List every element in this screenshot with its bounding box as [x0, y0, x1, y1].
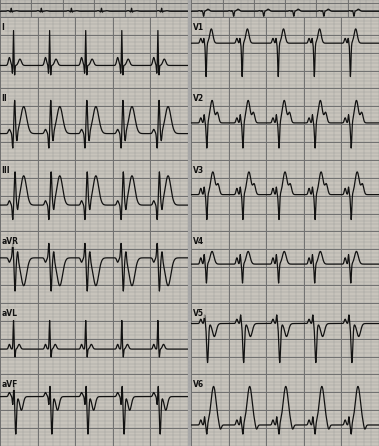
- Text: II: II: [2, 94, 7, 103]
- Text: V2: V2: [193, 94, 204, 103]
- Text: III: III: [2, 165, 10, 175]
- Text: V6: V6: [193, 380, 204, 389]
- Text: V3: V3: [193, 165, 204, 175]
- Text: aVL: aVL: [2, 309, 17, 318]
- Text: V5: V5: [193, 309, 204, 318]
- Text: V1: V1: [193, 23, 204, 32]
- Text: aVF: aVF: [2, 380, 18, 389]
- Text: aVR: aVR: [2, 237, 19, 246]
- Text: V4: V4: [193, 237, 204, 246]
- Text: I: I: [2, 23, 5, 32]
